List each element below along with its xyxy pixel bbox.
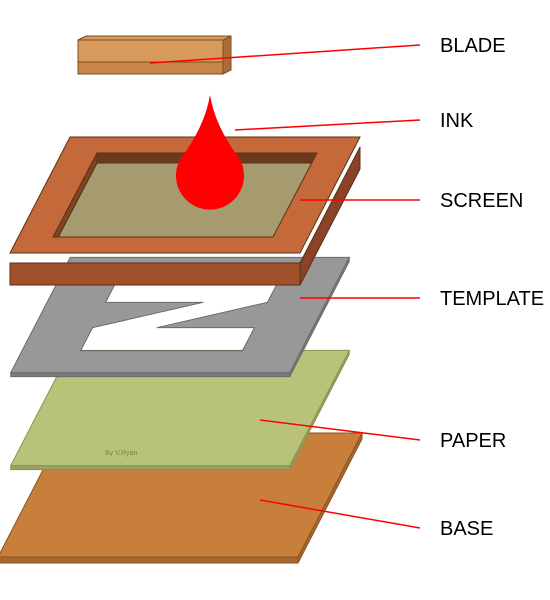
ink-drop [176,95,244,210]
blade-layer [78,36,231,74]
label-template: TEMPLATE [440,288,544,310]
label-paper: PAPER [440,430,506,452]
leader-ink [235,120,420,130]
label-screen: SCREEN [440,190,523,212]
label-blade: BLADE [440,35,506,57]
attribution: By V.Ryan [105,450,138,457]
label-base: BASE [440,518,493,540]
label-ink: INK [440,110,474,132]
